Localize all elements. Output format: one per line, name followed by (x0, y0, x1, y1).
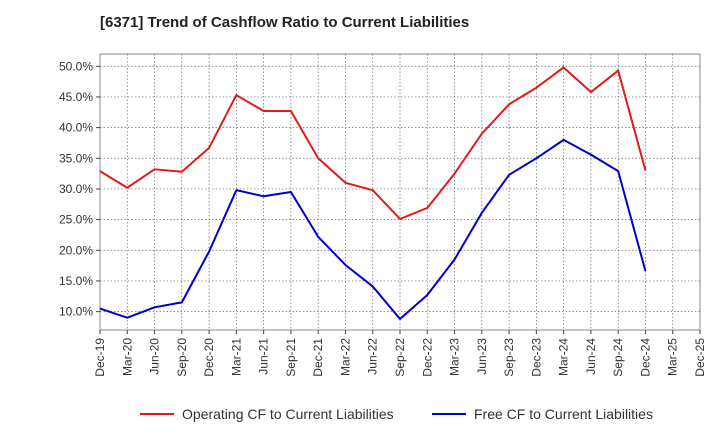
x-tick-label: Dec-19 (93, 338, 107, 377)
x-tick-label: Mar-24 (557, 338, 571, 376)
y-tick-label: 40.0% (59, 121, 93, 135)
x-tick-label: Sep-21 (284, 338, 298, 377)
legend: Operating CF to Current Liabilities Free … (140, 406, 653, 422)
y-tick-label: 15.0% (59, 274, 93, 288)
x-tick-label: Mar-22 (338, 338, 352, 376)
x-tick-label: Jun-20 (148, 338, 162, 375)
x-tick-label: Sep-24 (611, 338, 625, 377)
x-tick-label: Dec-22 (420, 338, 434, 377)
grid-lines (100, 54, 700, 330)
y-tick-label: 45.0% (59, 90, 93, 104)
chart-title: [6371] Trend of Cashflow Ratio to Curren… (100, 14, 470, 31)
x-tick-label: Sep-22 (393, 338, 407, 377)
y-tick-label: 30.0% (59, 182, 93, 196)
x-tick-label: Mar-23 (448, 338, 462, 376)
x-tick-label: Dec-25 (693, 338, 707, 377)
x-axis-ticks: Dec-19 Mar-20 Jun-20 Sep-20 Dec-20 Mar-21 Jun-… (93, 330, 707, 377)
y-tick-label: 10.0% (59, 305, 93, 319)
y-tick-label: 25.0% (59, 213, 93, 227)
series-lines (99, 66, 647, 320)
x-tick-label: Dec-20 (202, 338, 216, 377)
x-tick-label: Dec-21 (311, 338, 325, 377)
x-tick-label: Jun-23 (475, 338, 489, 375)
y-tick-label: 50.0% (59, 59, 93, 73)
x-tick-label: Dec-23 (529, 338, 543, 377)
y-tick-label: 20.0% (59, 243, 93, 257)
series-line-2 (99, 138, 647, 320)
x-tick-label: Jun-21 (257, 338, 271, 375)
legend-label-1: Operating CF to Current Liabilities (182, 406, 394, 422)
series-line-1 (99, 66, 647, 220)
legend-label-2: Free CF to Current Liabilities (474, 406, 653, 422)
x-tick-label: Jun-22 (366, 338, 380, 375)
x-tick-label: Mar-21 (229, 338, 243, 376)
x-tick-label: Mar-25 (666, 338, 680, 376)
y-axis-ticks: 10.0% 15.0% 20.0% 25.0% 30.0% 35.0% 40.0% 45.0%… (59, 59, 100, 319)
y-tick-label: 35.0% (59, 151, 93, 165)
x-tick-label: Dec-24 (638, 338, 652, 377)
x-tick-label: Mar-20 (120, 338, 134, 376)
x-tick-label: Jun-24 (584, 338, 598, 375)
x-tick-label: Sep-23 (502, 338, 516, 377)
x-tick-label: Sep-20 (175, 338, 189, 377)
